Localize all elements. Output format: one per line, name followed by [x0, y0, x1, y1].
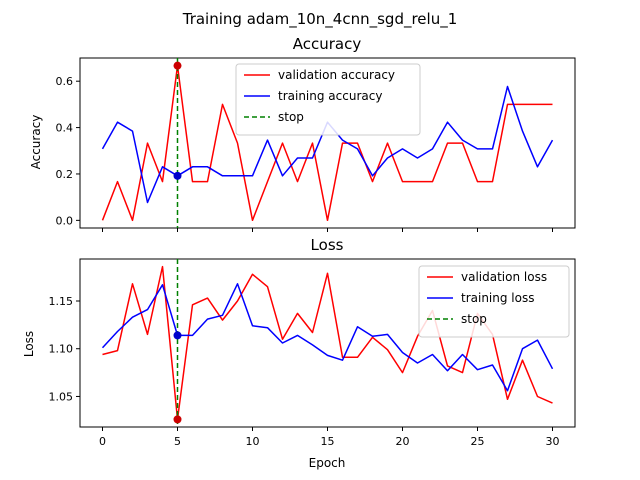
loss-stop-marker — [173, 415, 182, 424]
loss-y-tick-label: 1.05 — [49, 390, 74, 403]
loss-x-tick-label: 25 — [471, 435, 485, 448]
accuracy-stop-marker — [173, 61, 182, 70]
loss-title: Loss — [311, 236, 344, 254]
loss-legend-label: stop — [461, 312, 487, 326]
loss-y-axis-label: Loss — [22, 331, 36, 357]
loss-x-tick-label: 15 — [321, 435, 335, 448]
accuracy-panel: Accuracy Accuracy 0.0 0.2 0.4 0.6 validatio… — [29, 35, 576, 232]
accuracy-legend-box — [235, 63, 421, 136]
loss-x-axis-label: Epoch — [309, 456, 346, 470]
loss-panel: Loss Loss Epoch 0 5 10 15 20 25 30 1.05 1.10 1.15… — [22, 236, 576, 470]
loss-stop-marker — [173, 331, 182, 340]
loss-y-tick-label: 1.15 — [49, 295, 74, 308]
accuracy-legend-label: validation accuracy — [278, 68, 395, 82]
accuracy-y-tick-label: 0.6 — [56, 75, 74, 88]
loss-x-tick-label: 0 — [99, 435, 106, 448]
accuracy-legend-label: stop — [278, 110, 304, 124]
loss-legend-box — [418, 265, 570, 338]
loss-x-tick-label: 10 — [246, 435, 260, 448]
accuracy-y-axis-label: Accuracy — [29, 115, 43, 170]
accuracy-y-tick-label: 0.0 — [56, 214, 74, 227]
accuracy-y-tick-label: 0.2 — [56, 168, 74, 181]
loss-x-tick-label: 5 — [174, 435, 181, 448]
accuracy-legend-label: training accuracy — [278, 89, 382, 103]
loss-x-tick-label: 30 — [546, 435, 560, 448]
loss-x-tick-label: 20 — [396, 435, 410, 448]
figure-suptitle: Training adam_10n_4cnn_sgd_relu_1 — [182, 10, 458, 29]
accuracy-plot-area: 0.0 0.2 0.4 0.6 — [56, 57, 576, 232]
loss-y-tick-label: 1.10 — [49, 343, 74, 356]
accuracy-y-tick-label: 0.4 — [56, 122, 74, 135]
accuracy-legend: validation accuracy training accuracy stop — [235, 63, 421, 136]
loss-legend-label: validation loss — [461, 270, 547, 284]
loss-legend-label: training loss — [461, 291, 534, 305]
loss-legend: validation loss training loss stop — [418, 265, 570, 338]
accuracy-title: Accuracy — [293, 35, 362, 53]
accuracy-stop-marker — [173, 171, 182, 180]
